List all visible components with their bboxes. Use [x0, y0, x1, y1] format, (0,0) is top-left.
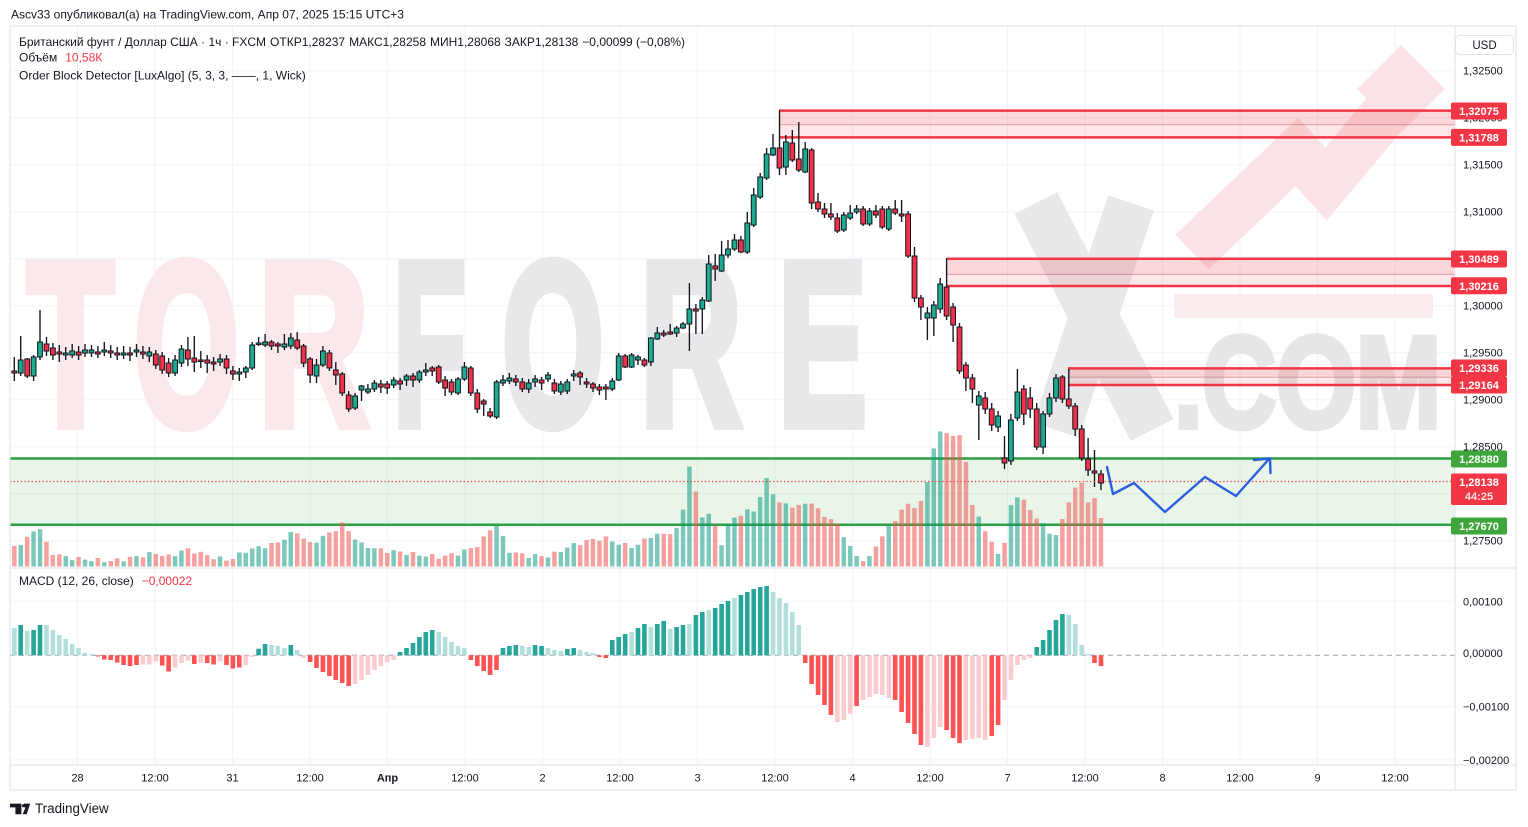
- svg-text:1,31500: 1,31500: [1463, 160, 1503, 172]
- svg-text:28: 28: [71, 773, 83, 785]
- svg-text:R: R: [258, 213, 369, 474]
- svg-text:12:00: 12:00: [606, 773, 634, 785]
- svg-text:R: R: [640, 213, 742, 474]
- svg-text:2: 2: [539, 773, 545, 785]
- svg-text:TradingView: TradingView: [35, 801, 109, 816]
- svg-text:Ascv33 опубликовал(а) на Tradi: Ascv33 опубликовал(а) на TradingView.com…: [11, 8, 404, 22]
- svg-text:1,27500: 1,27500: [1463, 536, 1503, 548]
- svg-text:44:25: 44:25: [1465, 491, 1493, 503]
- svg-text:12:00: 12:00: [296, 773, 324, 785]
- svg-text:Order Block Detector [LuxAlgo]: Order Block Detector [LuxAlgo] (5, 3, 3,…: [19, 69, 306, 83]
- svg-text:1,31788: 1,31788: [1459, 132, 1499, 144]
- svg-text:1,30000: 1,30000: [1463, 301, 1503, 313]
- svg-text:3: 3: [694, 773, 700, 785]
- svg-text:31: 31: [226, 773, 238, 785]
- svg-text:O: O: [134, 214, 239, 475]
- svg-text:Апр: Апр: [377, 773, 399, 785]
- svg-text:1,27670: 1,27670: [1459, 521, 1499, 533]
- svg-text:1,29000: 1,29000: [1463, 395, 1503, 407]
- svg-text:−0,00200: −0,00200: [1463, 755, 1509, 767]
- svg-text:12:00: 12:00: [916, 773, 944, 785]
- svg-text:F: F: [393, 215, 466, 476]
- svg-text:1,28138: 1,28138: [1459, 477, 1499, 489]
- svg-text:1,29164: 1,29164: [1459, 380, 1500, 392]
- svg-text:12:00: 12:00: [1381, 773, 1409, 785]
- svg-text:1,31000: 1,31000: [1463, 207, 1503, 219]
- svg-text:1,30216: 1,30216: [1459, 281, 1499, 293]
- svg-text:−0,00100: −0,00100: [1463, 702, 1509, 714]
- svg-text:1,32500: 1,32500: [1463, 66, 1503, 78]
- svg-text:1,29500: 1,29500: [1463, 348, 1503, 360]
- svg-text:1,32075: 1,32075: [1459, 106, 1499, 118]
- svg-text:4: 4: [849, 773, 855, 785]
- svg-text:MACD (12, 26, close)−0,00022: MACD (12, 26, close) −0,00022: [19, 574, 192, 588]
- svg-text:8: 8: [1159, 773, 1165, 785]
- svg-text:Британский фунт / Доллар США ·: Британский фунт / Доллар США · 1ч · FXCM…: [19, 35, 685, 49]
- svg-text:T: T: [27, 215, 114, 476]
- svg-text:0,00100: 0,00100: [1463, 596, 1503, 608]
- svg-text:.COM: .COM: [1174, 309, 1441, 455]
- svg-text:7: 7: [1004, 773, 1010, 785]
- svg-text:12:00: 12:00: [141, 773, 169, 785]
- svg-text:12:00: 12:00: [1071, 773, 1099, 785]
- svg-text:12:00: 12:00: [761, 773, 789, 785]
- svg-text:1,28380: 1,28380: [1459, 454, 1499, 466]
- svg-text:12:00: 12:00: [1226, 773, 1254, 785]
- svg-text:9: 9: [1314, 773, 1320, 785]
- svg-text:12:00: 12:00: [451, 773, 479, 785]
- svg-text:E: E: [778, 215, 867, 475]
- svg-text:1,30489: 1,30489: [1459, 254, 1499, 266]
- svg-text:0,00000: 0,00000: [1463, 648, 1503, 660]
- svg-text:1,29336: 1,29336: [1459, 363, 1499, 375]
- svg-text:USD: USD: [1472, 40, 1496, 52]
- svg-text:O: O: [502, 214, 604, 476]
